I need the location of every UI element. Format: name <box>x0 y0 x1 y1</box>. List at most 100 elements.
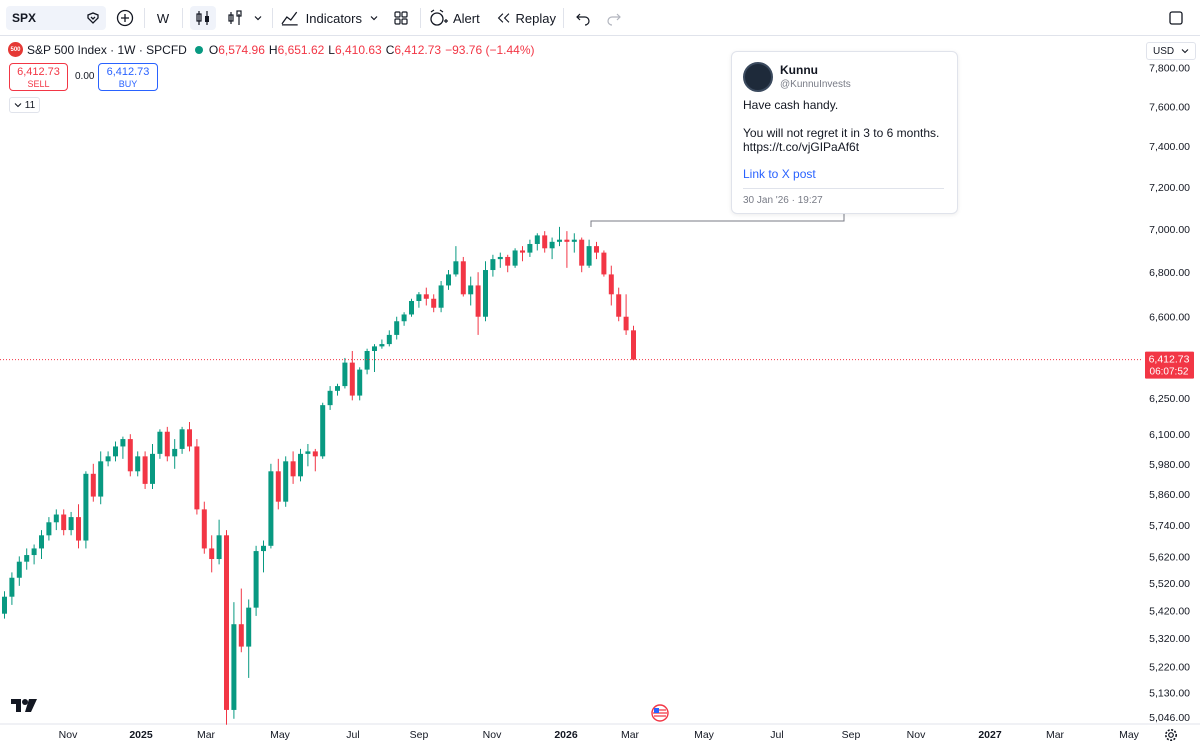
avatar <box>743 62 773 92</box>
candle <box>423 287 429 306</box>
price-tick-label: 5,046.00 <box>1149 712 1190 724</box>
toolbar-divider <box>420 8 421 28</box>
candle-body <box>157 431 163 454</box>
candle <box>468 276 474 306</box>
candle <box>512 248 518 268</box>
legend-title[interactable]: S&P 500 Index · 1W · SPCFD <box>27 42 187 57</box>
candle <box>283 456 289 507</box>
candle-body <box>298 453 303 477</box>
indicators-dropdown[interactable] <box>366 6 382 30</box>
candles-series <box>2 226 636 725</box>
candles-chart-type-button[interactable] <box>190 6 216 30</box>
candle <box>61 509 67 536</box>
sell-button[interactable]: 6,412.73 SELL <box>9 63 68 91</box>
candle <box>113 441 118 462</box>
toolbar-divider <box>182 8 183 28</box>
candle-body <box>453 261 459 275</box>
price-tick-label: 5,130.00 <box>1149 687 1190 699</box>
candle <box>364 348 370 375</box>
candle <box>305 443 311 467</box>
symbol-search-input[interactable]: SPX <box>6 6 106 30</box>
tradingview-logo-icon[interactable] <box>10 697 38 718</box>
candle <box>438 281 444 313</box>
buy-button[interactable]: 6,412.73 BUY <box>98 63 158 91</box>
candle-body <box>512 250 518 266</box>
candle-body <box>557 239 562 242</box>
candle <box>105 451 111 467</box>
candle <box>416 292 422 308</box>
bars-icon <box>228 10 242 25</box>
add-symbol-button[interactable] <box>114 6 136 30</box>
fullscreen-button[interactable] <box>1164 6 1188 30</box>
indicators-collapse-button[interactable]: 11 <box>9 97 40 113</box>
templates-button[interactable] <box>390 6 412 30</box>
chart-settings-gear-icon[interactable] <box>1164 728 1178 747</box>
candle <box>542 231 548 253</box>
last-price-label: 6,412.73 <box>1149 354 1190 366</box>
candle-body <box>312 451 318 457</box>
candle-body <box>401 314 407 322</box>
chart-type-dropdown[interactable] <box>250 6 266 30</box>
candle <box>164 426 170 462</box>
candle-body <box>253 551 259 608</box>
candle <box>16 556 22 586</box>
candle-body <box>68 517 74 531</box>
candle <box>594 241 599 260</box>
candle-body <box>423 294 429 299</box>
candle-body <box>275 471 281 502</box>
undo-button[interactable] <box>572 6 594 30</box>
x-post-link[interactable]: Link to X post <box>743 167 816 181</box>
us-events-flag-icon[interactable] <box>648 704 672 727</box>
candle-body <box>83 473 89 541</box>
x-post-card[interactable]: Kunnu @KunnuInvests Have cash handy. You… <box>731 51 958 214</box>
candle <box>53 509 59 531</box>
redo-icon <box>607 13 621 26</box>
replay-label: Replay <box>515 10 556 26</box>
candle <box>520 246 525 262</box>
price-axis[interactable]: 7,800.00 7,600.00 7,400.00 7,200.00 7,000.00… <box>1142 37 1200 747</box>
candle <box>39 530 44 560</box>
candle-body <box>468 285 474 295</box>
toolbar-divider <box>563 8 564 28</box>
time-tick-label: Sep <box>842 729 861 741</box>
candle <box>9 572 15 605</box>
high-value: 6,651.62 <box>277 42 325 57</box>
candle <box>631 325 636 361</box>
candle <box>24 548 30 570</box>
candle-body <box>386 334 392 345</box>
rewind-icon <box>497 13 510 23</box>
candle <box>564 231 570 268</box>
candle <box>616 287 622 322</box>
low-key: L <box>328 42 335 57</box>
candle-body <box>608 274 614 295</box>
indicators-button[interactable]: Indicators <box>280 6 362 30</box>
candle <box>431 294 437 313</box>
price-tick-label: 7,800.00 <box>1149 63 1190 75</box>
card-divider <box>743 188 944 189</box>
candle <box>571 233 577 253</box>
candle <box>349 351 355 401</box>
price-chart[interactable]: 7,800.00 7,600.00 7,400.00 7,200.00 7,000.00… <box>0 37 1200 747</box>
open-key: O <box>208 42 219 57</box>
redo-button[interactable] <box>603 6 625 30</box>
post-text: Have cash handy. You will not regret it … <box>743 98 940 154</box>
bar-chart-type-button[interactable] <box>224 6 246 30</box>
candle <box>157 429 163 459</box>
time-tick-label: 2026 <box>554 729 578 741</box>
time-axis[interactable]: Nov 2025 Mar May Jul Sep Nov 2026 Mar May Jul Sep No… <box>0 723 1200 741</box>
sp500-logo-icon: 500 <box>8 42 23 57</box>
alert-button[interactable]: Alert <box>428 6 482 30</box>
candle-body <box>586 246 592 266</box>
candle <box>401 312 407 326</box>
candle <box>216 519 222 565</box>
candle-body <box>231 624 237 710</box>
grid-icon <box>394 11 408 25</box>
currency-selector[interactable]: USD <box>1146 42 1196 60</box>
replay-button[interactable]: Replay <box>496 6 556 30</box>
price-tick-label: 6,600.00 <box>1149 312 1190 324</box>
interval-button[interactable]: W <box>156 10 170 26</box>
candle <box>483 261 488 322</box>
symbol-options-icon[interactable] <box>86 11 100 25</box>
candle <box>261 540 266 573</box>
candle-body <box>268 471 274 546</box>
